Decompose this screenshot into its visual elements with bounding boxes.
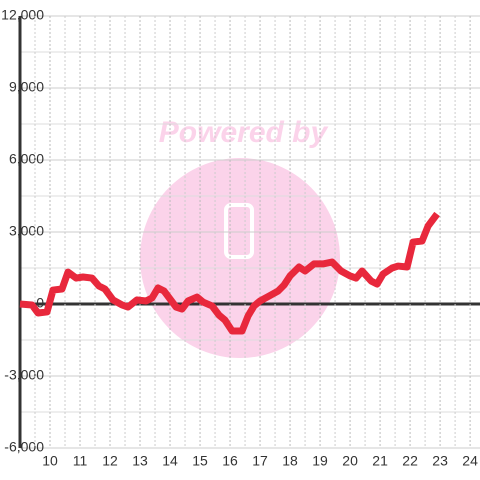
x-tick-label: 10: [42, 453, 58, 469]
watermark-text: Powered by: [159, 116, 329, 149]
x-tick-label: 14: [162, 453, 178, 469]
x-tick-label: 12: [102, 453, 118, 469]
x-tick-label: 17: [252, 453, 268, 469]
plot: [19, 211, 440, 335]
x-tick-label: 21: [372, 453, 388, 469]
x-tick-label: 15: [192, 453, 208, 469]
x-tick-label: 23: [432, 453, 448, 469]
y-tick-label: 9,000: [9, 79, 44, 95]
x-tick-label: 22: [402, 453, 418, 469]
x-tick-label: 13: [132, 453, 148, 469]
x-tick-label: 16: [222, 453, 238, 469]
line: [19, 211, 440, 335]
x-tick-label: 20: [342, 453, 358, 469]
grid: -6,000-3,00003,0006,0009,00012,000101112…: [1, 7, 480, 469]
y-tick-label: 12,000: [1, 7, 44, 23]
x-tick-label: 18: [282, 453, 298, 469]
y-tick-label: 6,000: [9, 151, 44, 167]
y-tick-label: 3,000: [9, 223, 44, 239]
x-tick-label: 19: [312, 453, 328, 469]
y-tick-label: -6,000: [4, 439, 44, 455]
x-tick-label: 11: [73, 453, 88, 469]
y-tick-label: -3,000: [4, 367, 44, 383]
watermark-icon: [224, 203, 254, 259]
x-tick-label: 24: [462, 453, 478, 469]
